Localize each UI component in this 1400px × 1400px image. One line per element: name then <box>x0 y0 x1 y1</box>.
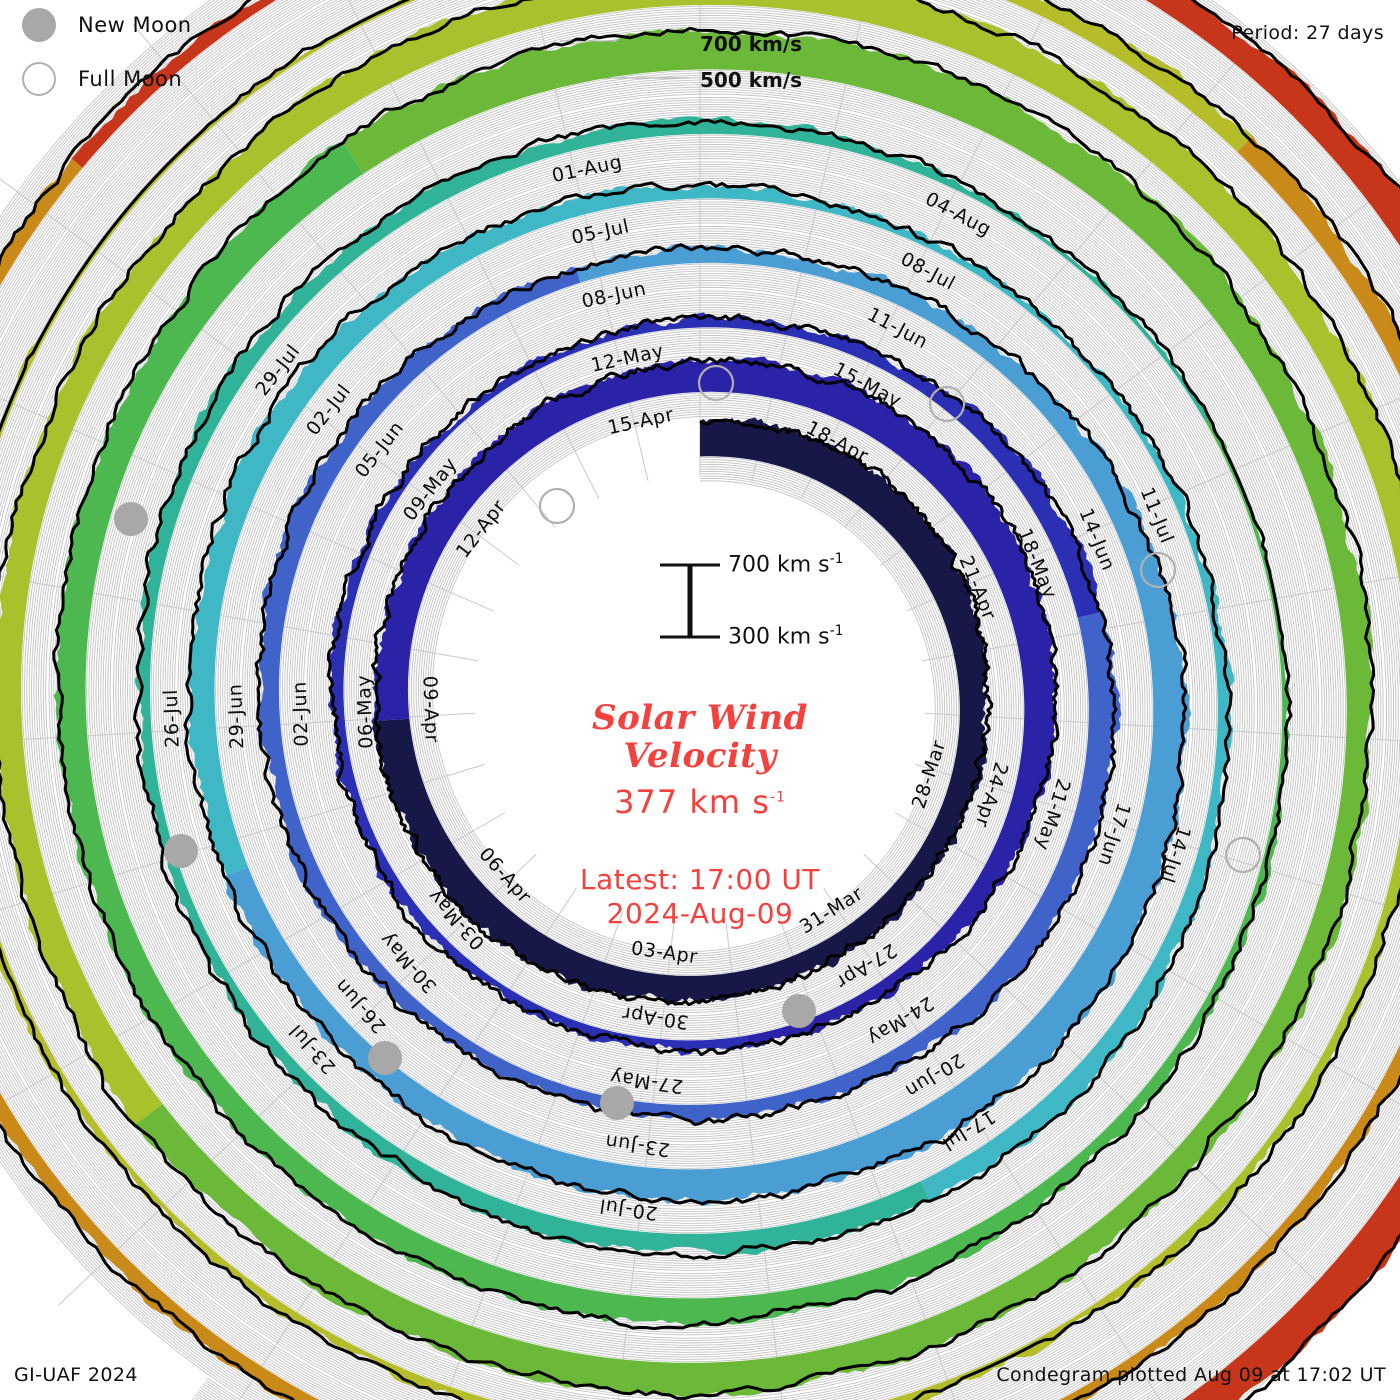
grid-spoke <box>132 23 556 528</box>
period-label: Period: 27 days <box>1231 22 1384 44</box>
new-moon-marker <box>164 834 198 868</box>
date-label: 06-May <box>353 674 378 749</box>
new-moon-marker <box>114 502 148 536</box>
date-label: 09-Apr <box>418 675 442 743</box>
footer-credit: GI-UAF 2024 <box>14 1364 138 1386</box>
latest-date: 2024-Aug-09 <box>606 897 794 931</box>
latest-time: Latest: 17:00 UT <box>579 863 821 897</box>
legend-item-full-moon: Full Moon <box>22 62 182 96</box>
grid-spoke <box>0 178 520 567</box>
grid-spoke <box>347 0 600 500</box>
date-label: 15-Apr <box>606 404 676 439</box>
full-moon-marker <box>538 487 576 525</box>
grid-spoke <box>0 397 494 612</box>
legend-item-new-moon: New Moon <box>22 8 192 42</box>
scale-bottom-label: 300 km s-1 <box>728 623 844 650</box>
center-info-block: 700 km s-1 300 km s-1 Solar Wind Velocit… <box>470 545 930 931</box>
radial-axis-label-500: 500 km/s <box>700 68 803 92</box>
date-label: 29-Jun <box>224 683 248 749</box>
wind-band-segment <box>0 136 1400 1400</box>
date-label: 23-Jun <box>604 1130 672 1161</box>
new-moon-marker <box>600 1086 634 1120</box>
footer-plot-time: Condegram plotted Aug 09 at 17:02 UT <box>996 1364 1386 1386</box>
title-line-2: Velocity <box>623 736 777 777</box>
full-moon-marker <box>1139 551 1177 589</box>
date-label: 02-Jun <box>289 681 313 747</box>
scale-bar: 700 km s-1 300 km s-1 <box>470 545 930 655</box>
latest-timestamp: Latest: 17:00 UT 2024-Aug-09 <box>470 863 930 931</box>
new-moon-marker <box>368 1041 402 1075</box>
legend-label-new-moon: New Moon <box>78 13 192 37</box>
full-moon-icon <box>22 62 56 96</box>
legend-label-full-moon: Full Moon <box>78 67 183 91</box>
radial-axis-label-700: 700 km/s <box>700 32 803 56</box>
new-moon-icon <box>22 8 56 42</box>
full-moon-marker <box>928 385 966 423</box>
scale-top-label: 700 km s-1 <box>728 551 844 578</box>
full-moon-marker <box>1224 836 1262 874</box>
title-line-1: Solar Wind <box>592 698 808 738</box>
full-moon-marker <box>697 364 735 402</box>
date-label: 26-Jul <box>160 689 184 748</box>
new-moon-marker <box>782 994 816 1028</box>
scale-bar-glyph <box>660 563 720 639</box>
date-label: 01-Aug <box>550 151 624 187</box>
moon-markers <box>114 364 1262 1120</box>
date-label: 30-Apr <box>621 1002 691 1033</box>
current-value: 377 km s-1 <box>614 783 786 822</box>
page-title: Solar Wind Velocity <box>470 699 930 775</box>
